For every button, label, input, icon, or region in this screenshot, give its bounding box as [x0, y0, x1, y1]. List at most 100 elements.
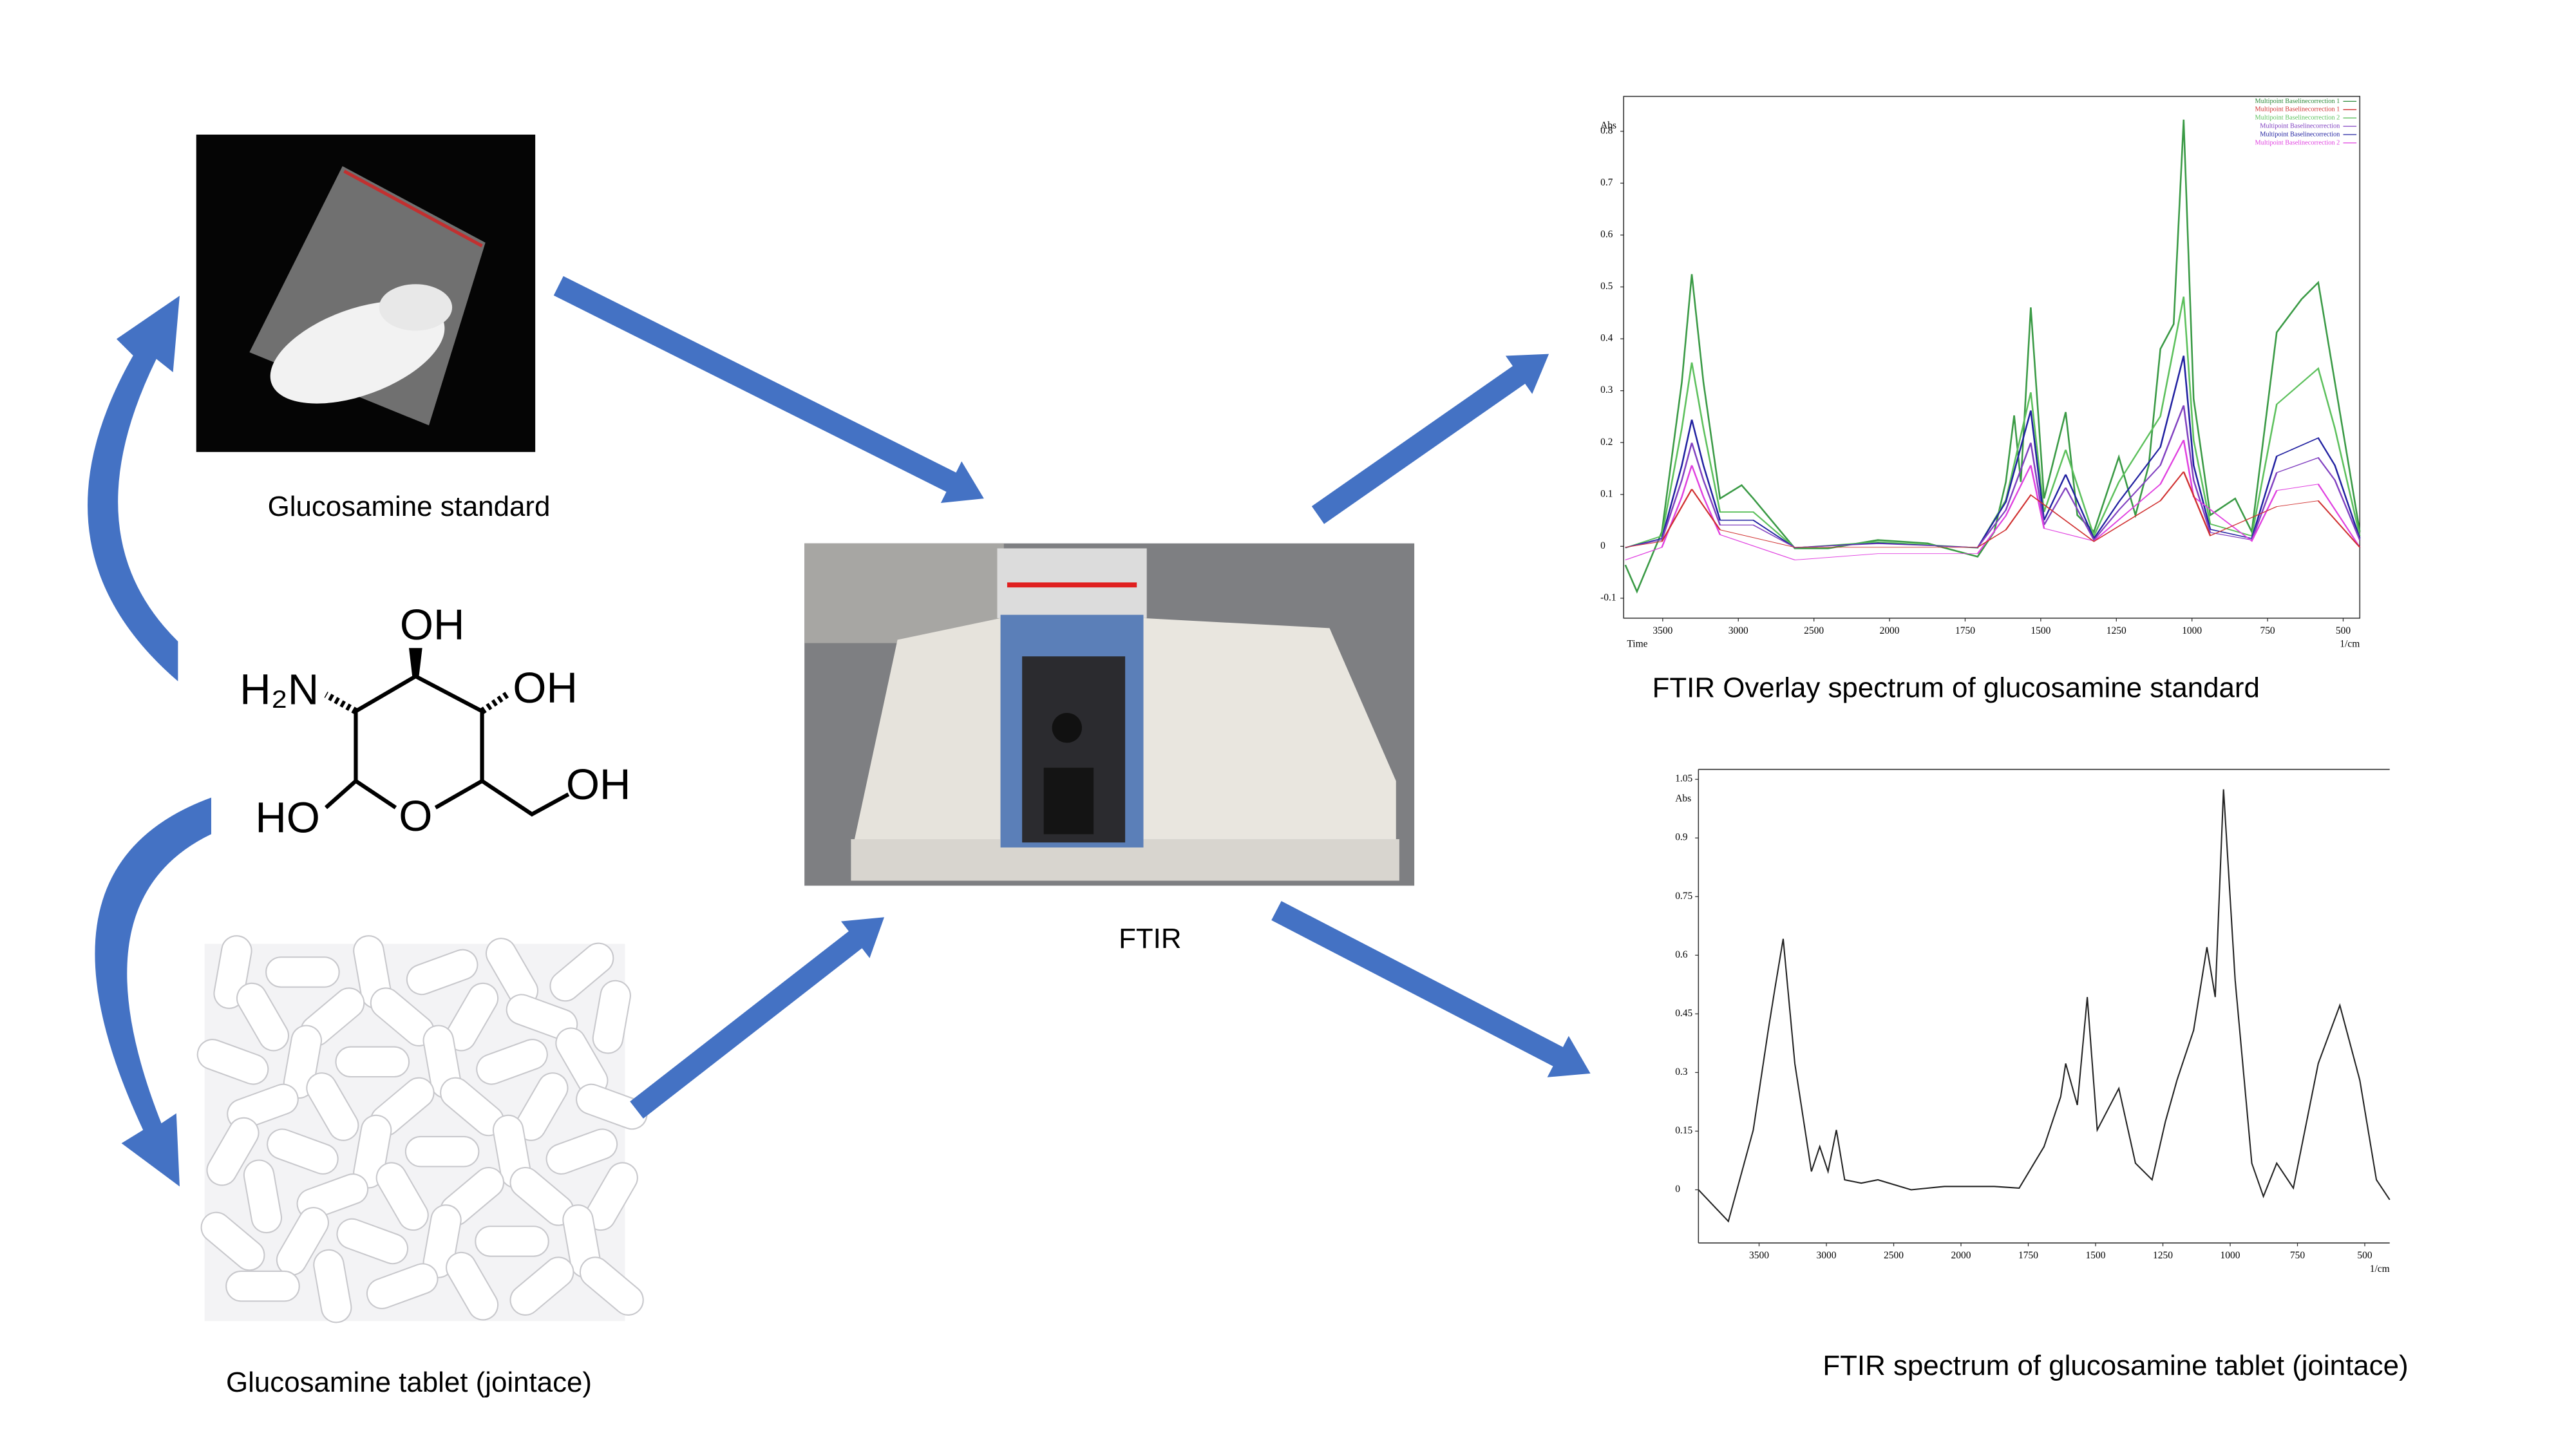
- y-tick-label: 0.3: [1600, 384, 1613, 395]
- tablet: [475, 1226, 549, 1257]
- tablet: [225, 1270, 300, 1302]
- atom-label: HO: [255, 793, 320, 842]
- node-label: FTIR spectrum of glucosamine tablet (joi…: [1823, 1350, 2408, 1381]
- tablet: [236, 982, 289, 1052]
- node-label: Glucosamine tablet (jointace): [226, 1367, 592, 1398]
- x-tick-label: 1500: [2086, 1250, 2106, 1261]
- node-label: Glucosamine standard: [268, 491, 551, 522]
- x-tick-label: 2500: [1804, 625, 1824, 636]
- spectrum-curve: [1624, 440, 2361, 561]
- node-label: FTIR: [1119, 923, 1181, 954]
- x-tick-label: 1750: [2018, 1250, 2038, 1261]
- atom-label: OH: [513, 664, 578, 712]
- x-tick-label: 3000: [1728, 625, 1748, 636]
- y-tick-label: 1.05: [1675, 773, 1692, 784]
- legend-entry: Multipoint Baselinecorrection 1: [2255, 98, 2340, 105]
- tablet-photo: [196, 935, 648, 1323]
- atom-label: H₂N: [240, 666, 319, 714]
- y-tick-label: 0.3: [1675, 1066, 1688, 1077]
- x-tick-label: 750: [2290, 1250, 2305, 1261]
- corner-label: Time: [1627, 639, 1647, 650]
- powder-photo: [196, 135, 536, 452]
- x-tick-label: 1750: [1955, 625, 1975, 636]
- x-tick-label: 2000: [1951, 1250, 1971, 1261]
- tablet: [375, 1162, 429, 1231]
- curved-arrow: [95, 797, 211, 1187]
- tablet: [243, 1159, 283, 1234]
- y-tick-label: -0.1: [1600, 592, 1616, 603]
- spectrum-curve: [1698, 789, 2391, 1223]
- overlay-spectrum: -0.1 0 0.1 0.2 0.3 0.4 0.5 0.6 0.7 0.8 3500 3000 250…: [1600, 95, 2361, 650]
- arrow: [1271, 901, 1591, 1077]
- node-label: FTIR Overlay spectrum of glucosamine sta…: [1653, 672, 2260, 703]
- x-tick-label: 1250: [2153, 1250, 2173, 1261]
- y-tick-label: 0.7: [1600, 177, 1613, 188]
- tablet: [406, 949, 478, 996]
- legend-entry: Multipoint Baselinecorrection 1: [2255, 106, 2340, 113]
- y-tick-label: 0.4: [1600, 333, 1613, 344]
- y-tick-label: 0.1: [1600, 488, 1613, 499]
- spectrum-curve: [1625, 471, 2361, 548]
- y-axis-label: Abs: [1600, 120, 1616, 131]
- x-tick-label: 2000: [1880, 625, 1900, 636]
- arrow: [1311, 354, 1549, 524]
- tablet-spectrum: 0 0.15 0.3 0.45 0.6 0.75 0.9 1.05 3500 3000 2500 20…: [1675, 768, 2391, 1274]
- x-tick-label: 1000: [2221, 1250, 2240, 1261]
- y-tick-label: 0: [1675, 1184, 1680, 1195]
- y-tick-label: 0.45: [1675, 1008, 1692, 1019]
- legend-entry: Multipoint Baselinecorrection: [2260, 122, 2340, 129]
- atom-label: OH: [566, 761, 631, 809]
- tablet: [592, 980, 631, 1054]
- tablet: [549, 942, 614, 1002]
- y-tick-label: 0.2: [1600, 437, 1613, 448]
- tablet: [200, 1211, 265, 1271]
- tablet: [196, 1039, 269, 1085]
- x-axis-label: 1/cm: [2340, 639, 2360, 650]
- tablet: [336, 1218, 409, 1265]
- x-tick-label: 750: [2260, 625, 2275, 636]
- x-tick-label: 1250: [2107, 625, 2126, 636]
- arrow: [630, 917, 884, 1119]
- y-tick-label: 0: [1600, 540, 1605, 551]
- tablet: [265, 956, 340, 988]
- tablet: [313, 1249, 352, 1323]
- spectrum-curve: [1624, 119, 2361, 594]
- x-tick-label: 2500: [1884, 1250, 1904, 1261]
- tablet: [576, 1083, 648, 1130]
- tablet: [509, 1256, 574, 1316]
- y-tick-label: 0.9: [1675, 832, 1688, 843]
- x-axis-label: 1/cm: [2370, 1264, 2390, 1274]
- tablet: [579, 1256, 644, 1316]
- y-axis-label: Abs: [1675, 793, 1691, 804]
- tablet: [446, 1251, 499, 1321]
- x-tick-label: 3500: [1653, 625, 1672, 636]
- y-tick-label: 0.75: [1675, 891, 1692, 902]
- x-tick-label: 500: [2336, 625, 2351, 636]
- x-tick-label: 1000: [2182, 625, 2202, 636]
- y-tick-label: 0.6: [1600, 229, 1613, 240]
- curved-arrow: [88, 296, 180, 681]
- atom-label: O: [399, 792, 432, 840]
- tablet: [206, 1117, 260, 1186]
- tablet: [545, 1128, 618, 1175]
- ftir-photo: [804, 543, 1415, 886]
- x-tick-label: 500: [2357, 1250, 2372, 1261]
- tablet: [476, 1039, 548, 1085]
- y-tick-label: 0.15: [1675, 1125, 1692, 1136]
- y-tick-label: 0.5: [1600, 281, 1613, 292]
- arrow: [553, 276, 984, 504]
- y-tick-label: 0.6: [1675, 949, 1688, 960]
- legend-entry: Multipoint Baselinecorrection 2: [2255, 115, 2340, 122]
- tablet: [404, 1135, 480, 1168]
- tablet: [306, 1072, 359, 1141]
- y-tick-label: 0.8: [1600, 125, 1613, 136]
- x-tick-label: 3500: [1749, 1250, 1769, 1261]
- atom-label: OH: [400, 601, 465, 649]
- tablet: [267, 1128, 339, 1175]
- x-tick-label: 3000: [1817, 1250, 1837, 1261]
- legend-entry: Multipoint Baselinecorrection 2: [2255, 139, 2340, 146]
- structure: [324, 648, 570, 817]
- tablet: [335, 1046, 410, 1078]
